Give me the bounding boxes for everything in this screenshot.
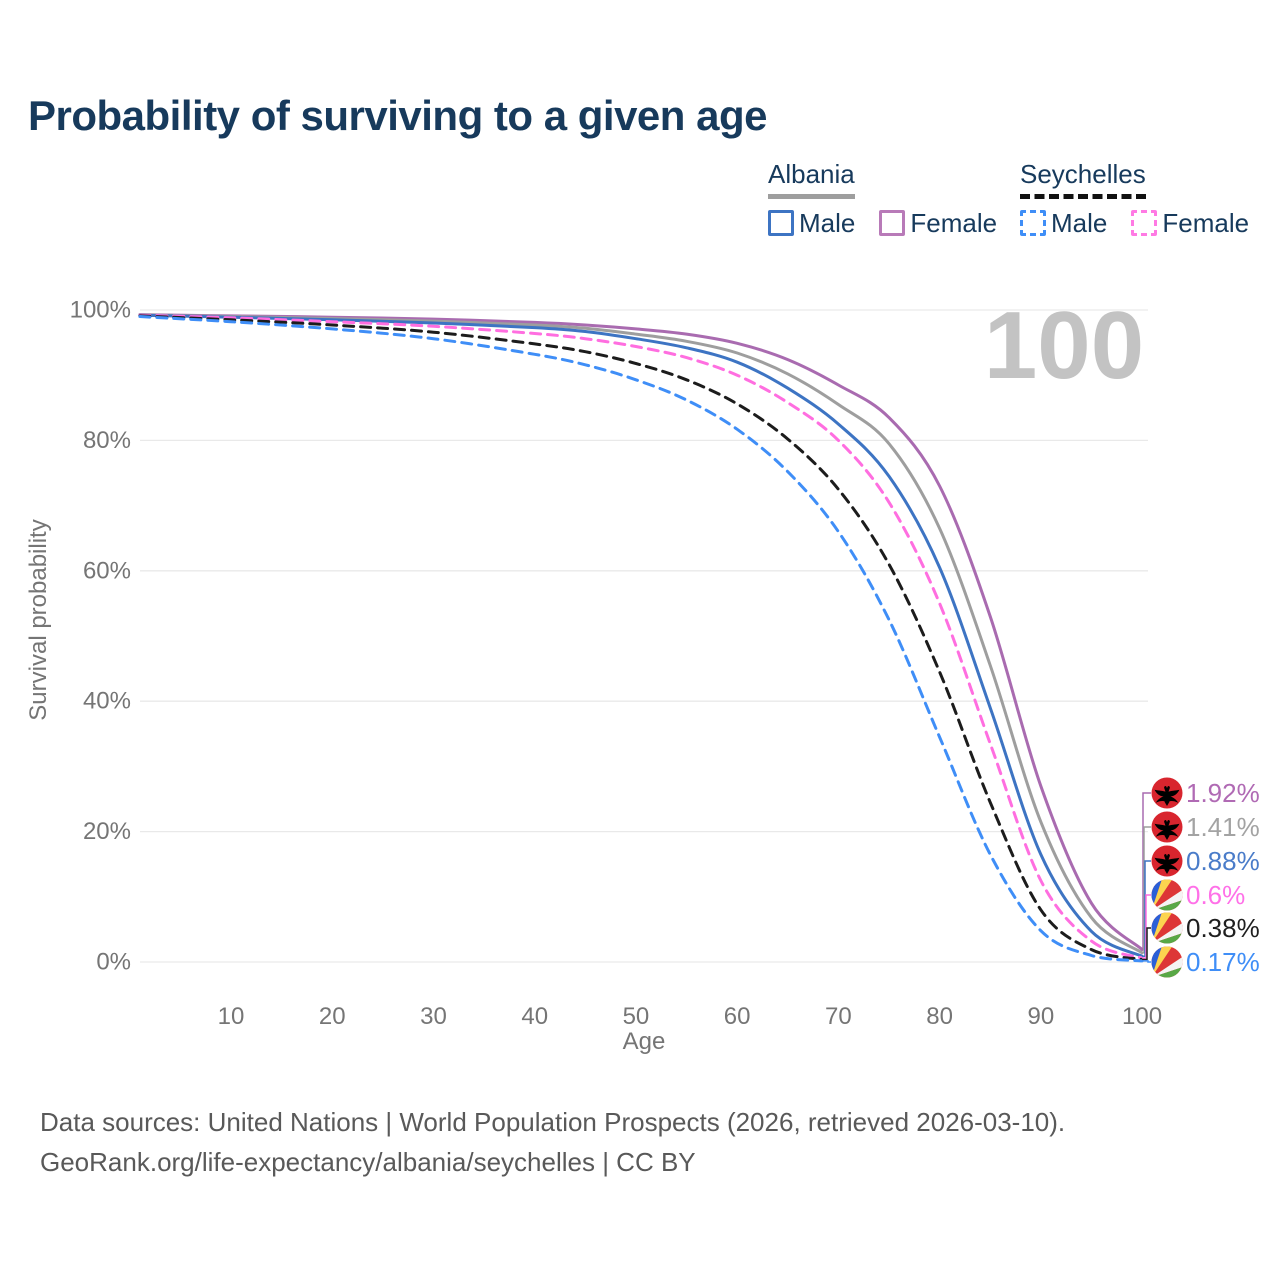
y-tick-80%: 80% [83,427,131,454]
footer-data-sources: Data sources: United Nations | World Pop… [40,1107,1066,1137]
legend-row-albania: Male Female [768,208,997,239]
page-title: Probability of surviving to a given age [28,92,767,139]
y-tick-20%: 20% [83,818,131,845]
x-tick-10: 10 [218,1003,245,1030]
legend-group-seychelles: Seychelles Male Female [1020,160,1249,239]
series-line-albania-female[interactable] [138,313,1144,951]
end-label-albania-female: 1.92% [1186,778,1260,808]
end-connector-albania-male [1142,860,1151,958]
end-connector-albania-female [1142,792,1151,951]
legend-label: Female [1162,207,1250,238]
x-tick-50: 50 [623,1003,650,1030]
end-label-seychelles-male: 0.17% [1186,947,1260,977]
legend-item-albania-female[interactable]: Female [879,208,997,239]
flag-icon-seychelles [1151,879,1183,911]
end-label-seychelles-female: 0.6% [1186,880,1245,910]
end-label-seychelles-both: 0.38% [1186,913,1260,943]
series-line-seychelles-both[interactable] [138,314,1144,961]
series-line-albania-both[interactable] [138,313,1144,955]
end-connector-seychelles-male [1142,960,1151,963]
y-axis-title: Survival probability [25,519,52,720]
footer-attribution: GeoRank.org/life-expectancy/albania/seyc… [40,1147,696,1177]
legend-label: Male [799,207,856,238]
end-connector-seychelles-both [1142,927,1151,961]
x-tick-80: 80 [926,1003,953,1030]
y-tick-60%: 60% [83,557,131,584]
x-tick-90: 90 [1027,1003,1054,1030]
legend-country-albania[interactable]: Albania [768,160,855,199]
legend-group-albania: Albania Male Female [768,160,997,239]
legend-swatch-seychelles-male [1020,210,1046,237]
series-line-seychelles-female[interactable] [138,313,1144,960]
x-axis-title: Age [623,1028,666,1055]
flag-icon-seychelles [1151,946,1183,978]
x-tick-60: 60 [724,1003,751,1030]
y-tick-40%: 40% [83,688,131,715]
flag-icon-albania [1151,845,1183,877]
legend-swatch-albania-female [879,210,906,237]
series-line-seychelles-male[interactable] [138,315,1144,963]
legend-item-albania-male[interactable]: Male [768,208,855,239]
x-tick-40: 40 [521,1003,548,1030]
legend-item-seychelles-male[interactable]: Male [1020,208,1107,239]
flag-icon-albania [1151,811,1183,843]
legend-label: Male [1051,207,1108,238]
y-tick-100%: 100% [70,297,131,324]
x-tick-30: 30 [420,1003,447,1030]
legend-item-seychelles-female[interactable]: Female [1131,208,1249,239]
y-tick-0%: 0% [96,949,131,976]
legend-swatch-seychelles-female [1131,210,1158,237]
end-label-albania-both: 1.41% [1186,812,1260,842]
end-connector-seychelles-female [1142,894,1151,959]
watermark-age-100: 100 [984,292,1144,399]
legend: Albania Male Female Seychelles Male Female [0,160,1280,250]
x-tick-70: 70 [825,1003,852,1030]
legend-country-seychelles[interactable]: Seychelles [1020,160,1146,199]
footer: Data sources: United Nations | World Pop… [40,1102,1065,1182]
legend-row-seychelles: Male Female [1020,208,1249,239]
series-line-albania-male[interactable] [138,313,1144,958]
flag-icon-albania [1151,777,1183,809]
legend-label: Female [910,207,998,238]
end-connector-albania-both [1142,826,1151,954]
end-label-albania-male: 0.88% [1186,846,1260,876]
flag-icon-seychelles [1151,912,1183,944]
x-tick-20: 20 [319,1003,346,1030]
legend-swatch-albania-male [768,210,794,237]
x-tick-100: 100 [1122,1003,1162,1030]
